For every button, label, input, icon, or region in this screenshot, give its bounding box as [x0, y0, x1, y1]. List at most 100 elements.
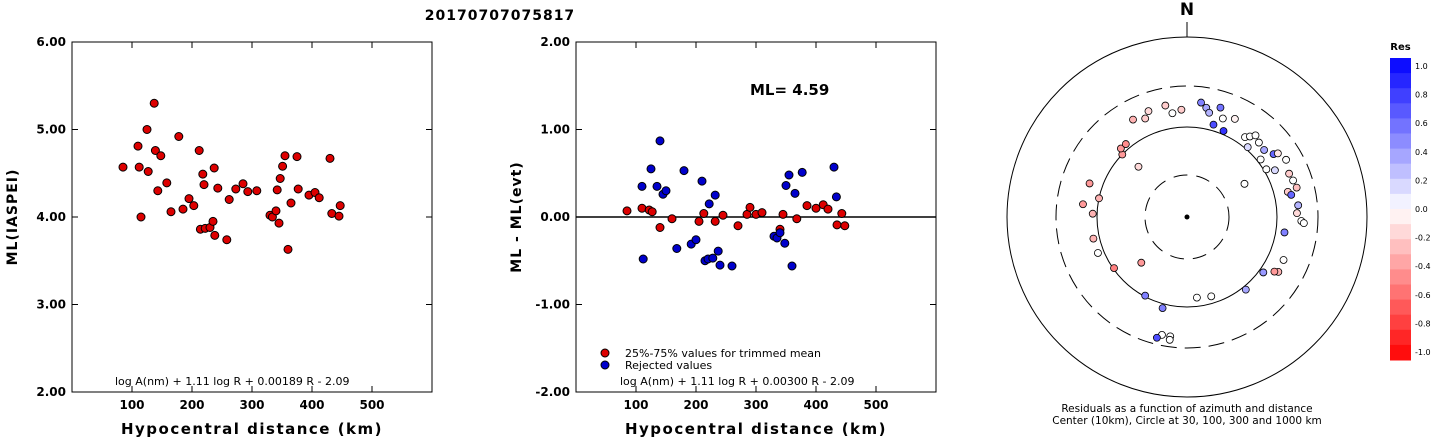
data-point [275, 174, 285, 183]
y-tick-label: 2.00 [540, 35, 570, 49]
residual-point [1299, 219, 1308, 228]
data-point [811, 203, 821, 213]
colorbar-segment [1390, 133, 1411, 150]
residual-point [1085, 179, 1094, 188]
x-tick-label: 400 [299, 398, 324, 412]
formula-text: log A(nm) + 1.11 log R + 0.00189 R - 2.0… [115, 375, 349, 388]
y-tick-label: 3.00 [36, 298, 66, 312]
data-point [199, 180, 209, 190]
data-point [209, 163, 219, 173]
residual-point [1240, 179, 1249, 188]
colorbar-segment [1390, 88, 1411, 104]
residual-point [1121, 140, 1130, 148]
data-point [194, 146, 204, 155]
data-point [792, 214, 802, 224]
residual-point [1256, 155, 1265, 164]
residual-point [1116, 144, 1125, 153]
data-point [198, 169, 208, 179]
x-tick-label: 500 [359, 398, 384, 412]
data-point [790, 188, 800, 198]
colorbar-segment [1390, 344, 1411, 361]
data-point [134, 162, 144, 172]
data-point [655, 136, 665, 146]
data-point [646, 164, 656, 174]
data-point [166, 207, 176, 217]
data-point [210, 230, 220, 240]
data-point [780, 238, 790, 248]
residual-point [1152, 333, 1161, 342]
data-point [283, 244, 293, 254]
residual-point [1243, 143, 1252, 152]
data-point [661, 186, 671, 196]
data-point [142, 125, 152, 134]
data-point [189, 201, 199, 211]
data-point [778, 209, 788, 219]
y-axis-label: ML(IASPEI) [5, 169, 21, 266]
colorbar-tick-label: -0.8 [1415, 319, 1431, 328]
colorbar-segment [1390, 224, 1411, 240]
data-point [133, 141, 143, 151]
residual-point [1289, 176, 1298, 185]
residual-point [1094, 249, 1102, 257]
colorbar-tick-label: 0.8 [1415, 91, 1428, 100]
data-point [710, 190, 720, 200]
data-point [174, 132, 184, 141]
data-point [136, 212, 146, 222]
colorbar-tick-label: -1.0 [1415, 348, 1431, 357]
data-point [638, 254, 648, 264]
data-point [637, 203, 647, 213]
residual-point [1209, 120, 1218, 129]
residual-point [1088, 209, 1097, 218]
colorbar-tick-label: 0.6 [1415, 119, 1428, 128]
x-tick-label: 100 [623, 398, 648, 412]
residual-point [1230, 114, 1239, 123]
data-point [231, 184, 241, 194]
residual-point [1294, 201, 1303, 210]
data-point [797, 167, 807, 177]
data-point [150, 146, 160, 155]
data-point [708, 253, 718, 263]
x-tick-label: 300 [239, 398, 264, 412]
residual-point [1161, 101, 1170, 110]
colorbar-segment [1390, 329, 1411, 346]
data-point [704, 199, 714, 209]
residual-point [1216, 103, 1225, 112]
data-point [697, 176, 707, 186]
y-tick-label: 2.00 [36, 385, 66, 399]
residual-point [1177, 105, 1186, 114]
residual-point [1205, 108, 1214, 117]
colorbar-segment [1390, 163, 1411, 180]
colorbar-segment [1390, 314, 1411, 331]
data-point [153, 186, 163, 196]
colorbar-segment [1390, 209, 1411, 225]
data-point [222, 235, 232, 245]
data-point [293, 184, 303, 194]
data-point [679, 166, 689, 176]
data-point [149, 98, 159, 108]
legend-marker [600, 348, 610, 358]
colorbar-segment [1390, 254, 1411, 270]
data-point [831, 192, 841, 202]
residual-point [1219, 127, 1228, 135]
residual-point [1241, 285, 1250, 294]
colorbar-title: Res [1390, 42, 1410, 53]
data-point [272, 185, 282, 195]
north-label: N [1180, 0, 1194, 20]
residual-point [1280, 228, 1289, 237]
data-point [787, 261, 797, 271]
residual-point [1270, 267, 1279, 276]
data-point [162, 178, 172, 188]
residual-point [1137, 258, 1146, 267]
data-point [224, 195, 234, 204]
colorbar-segment [1390, 239, 1411, 255]
data-point [213, 183, 223, 193]
data-point [837, 209, 847, 218]
center-dot [1184, 214, 1190, 220]
data-point [694, 216, 704, 226]
colorbar-tick-label: 0.4 [1415, 148, 1428, 157]
residual-point [1079, 200, 1087, 209]
residual-point [1292, 183, 1301, 192]
residual-point [1260, 146, 1269, 154]
data-point [727, 261, 737, 271]
data-point [622, 206, 632, 216]
